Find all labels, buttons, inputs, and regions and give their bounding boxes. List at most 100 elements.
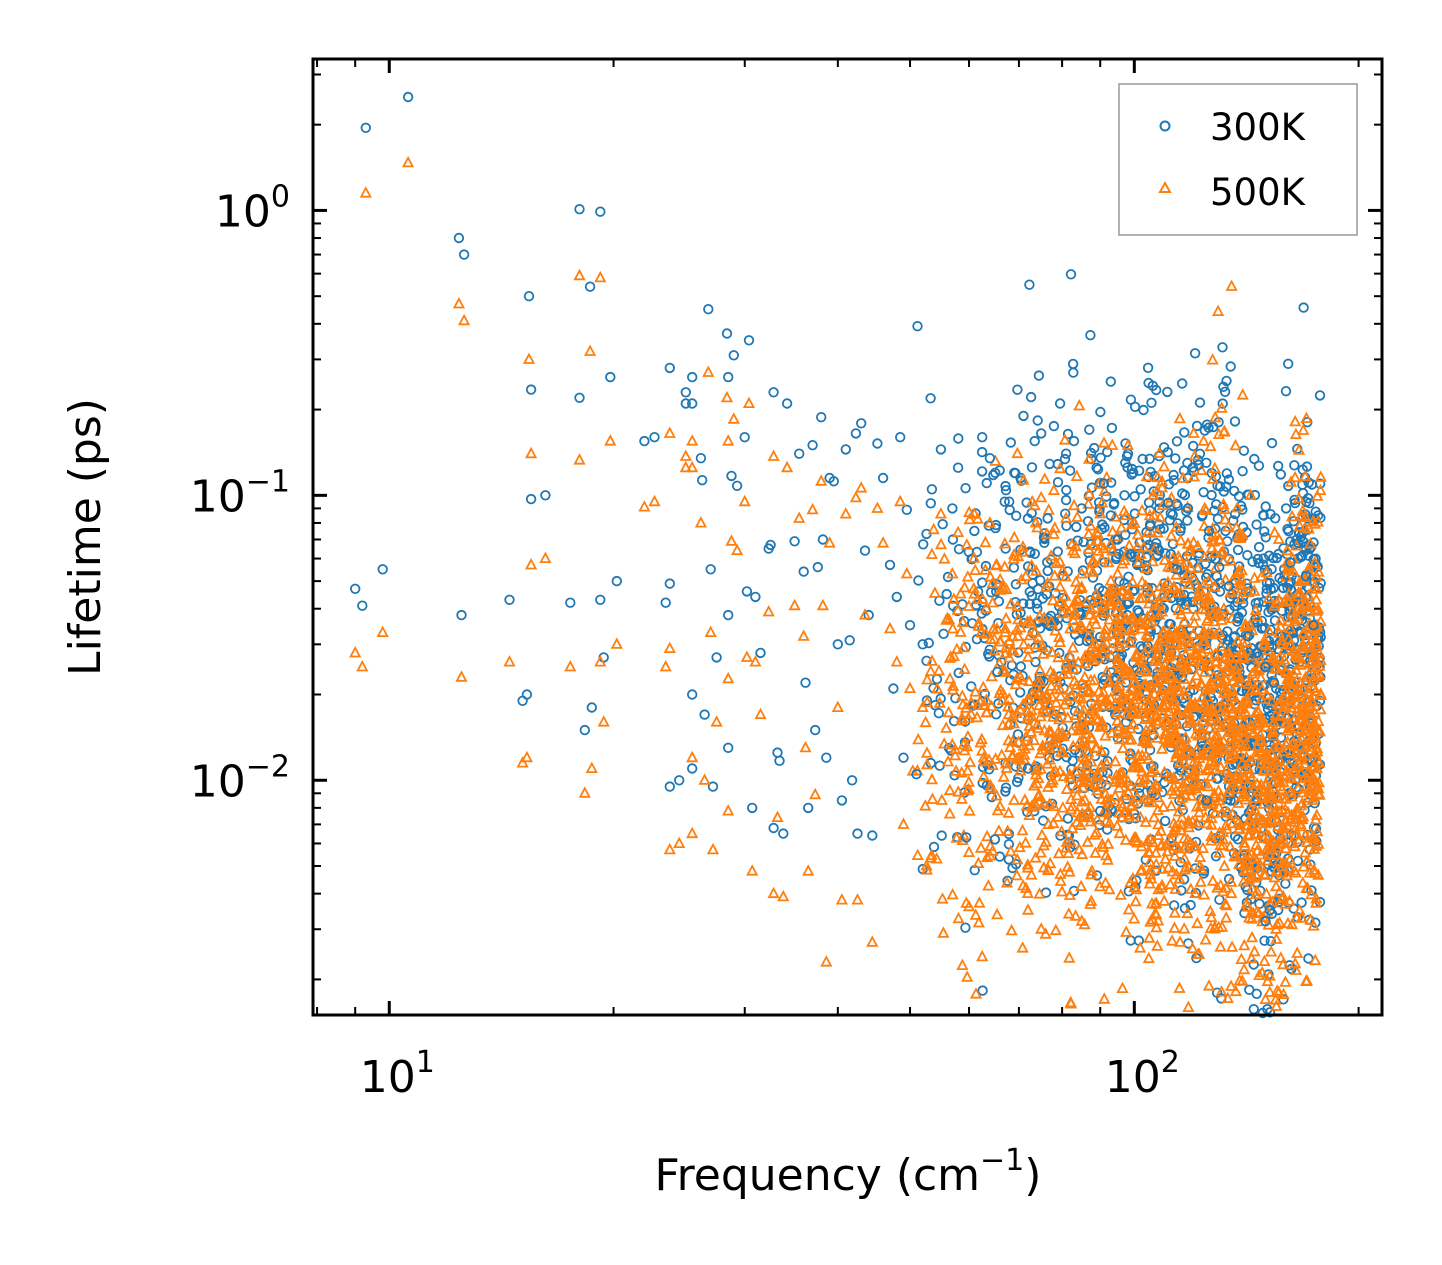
- data-point-500k: [1314, 470, 1327, 482]
- data-point-500k: [1103, 594, 1116, 606]
- data-point-500k: [1299, 670, 1312, 682]
- data-point-500k: [1018, 752, 1031, 765]
- data-point-500k: [1189, 886, 1202, 898]
- data-point-300k: [810, 724, 821, 736]
- data-point-500k: [1098, 992, 1111, 1004]
- data-point-300k: [687, 689, 698, 700]
- data-point-500k: [1114, 633, 1128, 645]
- data-point-500k: [1234, 592, 1247, 604]
- data-point-500k: [938, 552, 951, 564]
- data-point-300k: [687, 763, 698, 774]
- data-point-500k: [951, 525, 965, 538]
- data-point-500k: [916, 700, 929, 712]
- data-point-300k: [1122, 462, 1133, 473]
- data-point-300k: [402, 91, 414, 103]
- data-point-300k: [1249, 453, 1260, 465]
- data-point-500k: [1199, 933, 1212, 945]
- data-point-500k: [1290, 649, 1304, 662]
- data-point-500k: [1220, 911, 1233, 923]
- data-point-500k: [1310, 620, 1324, 632]
- data-point-500k: [1221, 659, 1234, 671]
- data-point-500k: [1078, 656, 1092, 669]
- data-point-500k: [961, 570, 974, 582]
- data-point-300k: [1260, 916, 1271, 927]
- data-point-300k: [1011, 510, 1022, 522]
- data-point-500k: [1134, 547, 1147, 559]
- data-point-300k: [1005, 437, 1017, 448]
- data-point-500k: [942, 705, 955, 718]
- data-point-500k: [1139, 579, 1152, 591]
- data-point-300k: [912, 321, 923, 332]
- data-point-500k: [1229, 848, 1242, 861]
- data-point-500k: [936, 892, 949, 904]
- data-point-500k: [1170, 520, 1183, 532]
- data-point-500k: [1245, 912, 1259, 924]
- data-point-300k: [1225, 361, 1236, 372]
- data-point-500k: [1176, 737, 1190, 749]
- data-point-500k: [1114, 661, 1127, 673]
- data-point-500k: [974, 735, 987, 748]
- data-point-500k: [349, 645, 362, 658]
- data-point-500k: [1296, 785, 1310, 798]
- data-point-500k: [1075, 676, 1088, 689]
- data-point-500k: [990, 907, 1004, 920]
- data-point-500k: [1277, 889, 1290, 902]
- data-point-500k: [1198, 550, 1211, 562]
- data-point-300k: [1059, 508, 1071, 519]
- data-point-300k: [1193, 459, 1204, 471]
- data-point-500k: [1291, 687, 1305, 699]
- data-point-500k: [958, 662, 971, 674]
- data-point-500k: [1254, 671, 1268, 683]
- data-point-500k: [1134, 689, 1148, 701]
- data-point-500k: [1012, 549, 1025, 562]
- data-point-300k: [1251, 647, 1263, 659]
- data-point-500k: [1208, 789, 1221, 802]
- data-point-500k: [1281, 724, 1294, 736]
- data-point-500k: [1309, 731, 1322, 743]
- data-point-300k: [1048, 420, 1060, 432]
- data-point-500k: [1296, 796, 1309, 808]
- data-point-300k: [1218, 381, 1229, 393]
- data-point-500k: [1238, 858, 1251, 871]
- data-point-500k: [1195, 679, 1209, 691]
- data-point-500k: [920, 746, 934, 758]
- data-point-500k: [1184, 560, 1197, 573]
- data-point-500k: [950, 642, 964, 654]
- data-point-500k: [1138, 663, 1151, 676]
- data-point-500k: [1078, 770, 1091, 783]
- data-point-500k: [1053, 554, 1066, 567]
- data-point-500k: [1285, 746, 1298, 758]
- data-point-500k: [998, 560, 1011, 572]
- data-point-500k: [1021, 861, 1034, 873]
- data-point-500k: [1061, 662, 1074, 674]
- data-point-500k: [1284, 812, 1297, 824]
- data-point-500k: [1291, 589, 1305, 602]
- data-point-500k: [1196, 841, 1210, 853]
- data-point-500k: [1071, 582, 1084, 595]
- data-point-500k: [1288, 688, 1301, 700]
- data-point-300k: [1261, 577, 1273, 588]
- data-point-500k: [1255, 756, 1268, 769]
- data-point-500k: [1281, 916, 1295, 929]
- data-point-500k: [1197, 698, 1211, 711]
- data-point-300k: [1308, 620, 1319, 631]
- data-point-300k: [980, 560, 992, 572]
- data-point-300k: [1213, 561, 1225, 573]
- data-point-500k: [954, 625, 967, 637]
- data-point-500k: [659, 659, 672, 672]
- data-point-500k: [1213, 625, 1226, 637]
- data-point-500k: [452, 296, 466, 309]
- data-point-500k: [912, 732, 925, 745]
- data-point-500k: [1025, 558, 1038, 571]
- data-point-500k: [1218, 512, 1232, 525]
- data-point-300k: [695, 453, 707, 464]
- data-point-500k: [1212, 427, 1225, 440]
- data-point-500k: [1227, 689, 1240, 701]
- data-point-500k: [1028, 625, 1042, 637]
- data-point-300k: [1025, 391, 1037, 403]
- data-point-500k: [1312, 868, 1325, 880]
- data-point-500k: [1023, 808, 1036, 820]
- data-point-500k: [963, 804, 976, 816]
- data-point-500k: [1059, 841, 1073, 853]
- data-point-500k: [1033, 887, 1046, 899]
